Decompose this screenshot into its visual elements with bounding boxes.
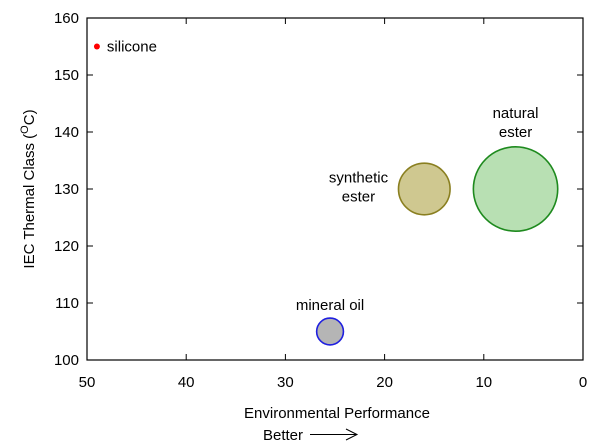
point-label: ester bbox=[499, 124, 532, 141]
x-tick-label: 30 bbox=[277, 374, 294, 391]
y-tick-label: 100 bbox=[54, 352, 79, 369]
bubble-point bbox=[397, 162, 451, 216]
x-tick-label: 10 bbox=[475, 374, 492, 391]
point-label: silicone bbox=[107, 39, 157, 56]
y-axis-label-degree: O bbox=[19, 125, 31, 134]
point-label: synthetic bbox=[329, 170, 389, 187]
y-axis-label: IEC Thermal Class (OC) bbox=[19, 109, 38, 268]
x-tick-label: 40 bbox=[178, 374, 195, 391]
bubble-point bbox=[315, 317, 345, 346]
point-label: mineral oil bbox=[296, 297, 364, 314]
x-tick-label: 20 bbox=[376, 374, 393, 391]
point-labels: silicone mineral oil synthetic ester natural… bbox=[107, 39, 539, 315]
x-tick-label: 50 bbox=[79, 374, 96, 391]
y-tick-label: 130 bbox=[54, 181, 79, 198]
y-axis-label-main: IEC Thermal Class ( bbox=[21, 134, 38, 269]
y-tick-label: 160 bbox=[54, 10, 79, 27]
x-tick-label: 0 bbox=[579, 374, 587, 391]
bubbles-layer bbox=[93, 43, 559, 346]
point-label: ester bbox=[342, 189, 375, 206]
x-axis-sublabel: Better bbox=[263, 427, 303, 444]
x-axis-arrow-icon bbox=[310, 428, 359, 441]
x-axis-label: Environmental Performance bbox=[244, 405, 430, 422]
bubble-point bbox=[472, 146, 559, 232]
bubble-point bbox=[93, 43, 100, 50]
y-tick-label: 120 bbox=[54, 238, 79, 255]
y-tick-label: 110 bbox=[55, 295, 79, 312]
y-tick-label: 150 bbox=[54, 67, 79, 84]
y-axis-label-unit: C) bbox=[21, 109, 38, 125]
y-tick-label: 140 bbox=[54, 124, 79, 141]
point-label: natural bbox=[493, 105, 539, 122]
